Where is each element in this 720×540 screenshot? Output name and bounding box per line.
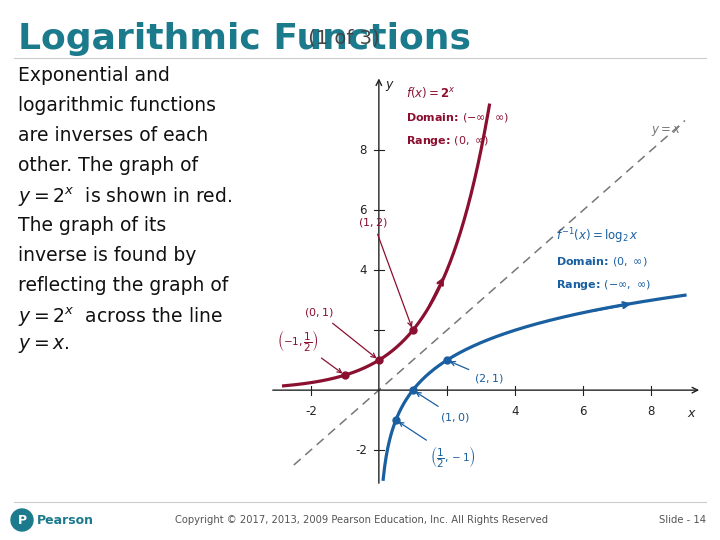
Text: $y = 2^x$  is shown in red.: $y = 2^x$ is shown in red. xyxy=(18,186,233,210)
Text: 6: 6 xyxy=(359,204,367,217)
Text: $f^{-1}(x) = \log_2 x$: $f^{-1}(x) = \log_2 x$ xyxy=(556,226,639,246)
Text: 8: 8 xyxy=(359,144,367,157)
Text: 4: 4 xyxy=(511,405,518,418)
Text: -2: -2 xyxy=(355,443,367,456)
Circle shape xyxy=(11,509,33,531)
Text: inverse is found by: inverse is found by xyxy=(18,246,197,265)
Text: Domain: $(0,\ \infty)$: Domain: $(0,\ \infty)$ xyxy=(556,255,647,268)
Text: $y = x$.: $y = x$. xyxy=(18,336,70,355)
Text: Copyright © 2017, 2013, 2009 Pearson Education, Inc. All Rights Reserved: Copyright © 2017, 2013, 2009 Pearson Edu… xyxy=(176,515,549,525)
Text: $\left(-1,\dfrac{1}{2}\right)$: $\left(-1,\dfrac{1}{2}\right)$ xyxy=(276,328,341,373)
Text: (1 of 3): (1 of 3) xyxy=(302,28,379,47)
Text: $f(x) = \mathbf{2}^x$: $f(x) = \mathbf{2}^x$ xyxy=(406,85,456,99)
Text: Pearson: Pearson xyxy=(37,514,94,526)
Text: The graph of its: The graph of its xyxy=(18,216,166,235)
Text: 4: 4 xyxy=(359,264,367,277)
Text: other. The graph of: other. The graph of xyxy=(18,156,198,175)
Text: $x$: $x$ xyxy=(687,407,697,420)
Text: are inverses of each: are inverses of each xyxy=(18,126,208,145)
Text: reflecting the graph of: reflecting the graph of xyxy=(18,276,228,295)
Text: 8: 8 xyxy=(647,405,654,418)
Text: $(2, 1)$: $(2, 1)$ xyxy=(451,361,504,384)
Text: logarithmic functions: logarithmic functions xyxy=(18,96,216,115)
Text: $y$: $y$ xyxy=(385,79,395,92)
Text: $(1, 0)$: $(1, 0)$ xyxy=(416,393,469,423)
Text: Exponential and: Exponential and xyxy=(18,66,170,85)
Text: $(1, 2)$: $(1, 2)$ xyxy=(359,216,412,326)
Text: $y = x$: $y = x$ xyxy=(651,124,682,138)
Text: Logarithmic Functions: Logarithmic Functions xyxy=(18,22,471,56)
Text: Range: $(0,\ \infty)$: Range: $(0,\ \infty)$ xyxy=(406,134,490,149)
Text: $y = 2^x$  across the line: $y = 2^x$ across the line xyxy=(18,306,223,329)
Text: Slide - 14: Slide - 14 xyxy=(659,515,706,525)
Text: Range: $(-\infty,\ \infty)$: Range: $(-\infty,\ \infty)$ xyxy=(556,278,650,292)
Text: $\left(\dfrac{1}{2}, -1\right)$: $\left(\dfrac{1}{2}, -1\right)$ xyxy=(400,422,476,470)
Text: P: P xyxy=(17,514,27,526)
Text: -2: -2 xyxy=(305,405,317,418)
Text: 6: 6 xyxy=(579,405,587,418)
Text: Domain: $(-\infty,\ \infty)$: Domain: $(-\infty,\ \infty)$ xyxy=(406,111,509,124)
Text: $(0, 1)$: $(0, 1)$ xyxy=(304,306,376,357)
